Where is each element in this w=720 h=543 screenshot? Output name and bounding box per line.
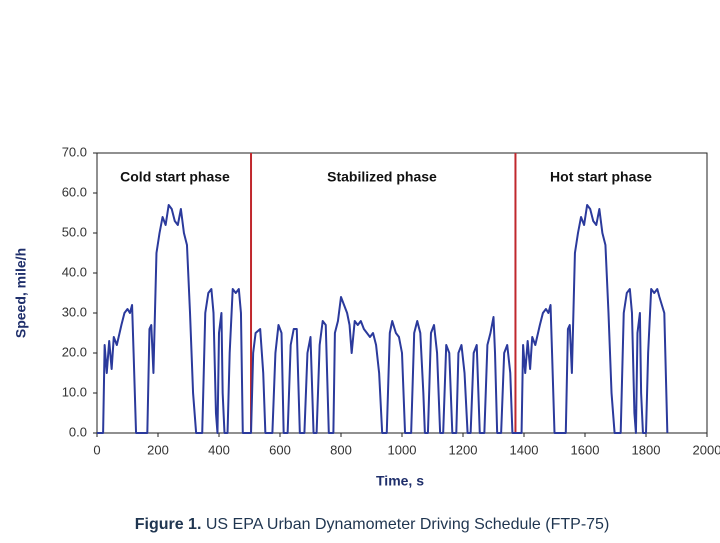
x-tick-label: 0 [93,442,100,457]
phase-label: Stabilized phase [327,169,437,185]
y-tick-label: 0.0 [69,424,87,439]
x-tick-label: 400 [208,442,230,457]
x-tick-label: 1200 [449,442,478,457]
y-tick-label: 20.0 [62,344,87,359]
caption-text: US EPA Urban Dynamometer Driving Schedul… [206,516,609,533]
y-tick-label: 70.0 [62,144,87,159]
x-tick-label: 1800 [632,442,661,457]
speed-line [97,204,669,434]
x-tick-label: 1000 [388,442,417,457]
y-axis-title: Speed, mile/h [13,248,29,338]
x-tick-label: 200 [147,442,169,457]
phase-label: Hot start phase [550,169,652,185]
x-tick-label: 1400 [510,442,539,457]
x-tick-label: 2000 [693,442,720,457]
x-tick-label: 1600 [571,442,600,457]
y-tick-label: 40.0 [62,264,87,279]
y-tick-label: 50.0 [62,224,87,239]
phase-label: Cold start phase [120,169,230,185]
y-tick-label: 60.0 [62,184,87,199]
y-tick-label: 10.0 [62,384,87,399]
y-tick-label: 30.0 [62,304,87,319]
caption-label: Figure 1. [135,516,202,533]
x-axis-title: Time, s [376,473,424,489]
x-tick-label: 800 [330,442,352,457]
caption: Figure 1. US EPA Urban Dynamometer Drivi… [135,516,610,533]
x-tick-label: 600 [269,442,291,457]
